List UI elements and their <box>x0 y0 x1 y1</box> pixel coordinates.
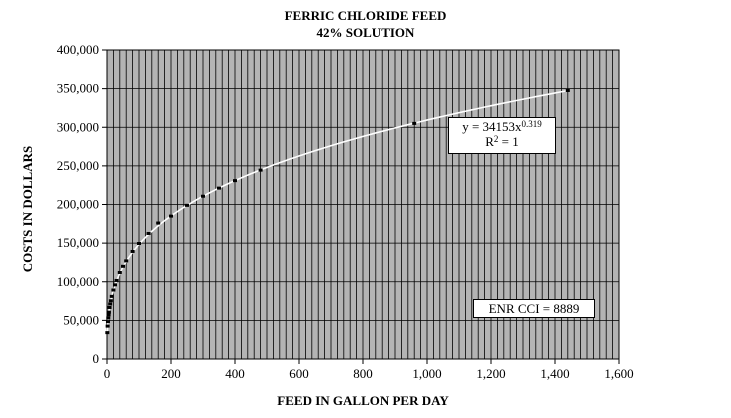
data-point <box>412 121 417 125</box>
data-point <box>108 299 113 303</box>
data-point <box>117 270 122 274</box>
y-tick-label: 100,000 <box>57 274 99 289</box>
y-tick-label: 350,000 <box>57 81 99 96</box>
data-point <box>106 316 111 320</box>
x-axis-label: FEED IN GALLON PER DAY <box>277 393 449 408</box>
data-point <box>108 302 113 306</box>
x-tick-label: 1,200 <box>476 366 505 381</box>
equation-text: y = 34153x <box>462 119 522 134</box>
y-tick-label: 200,000 <box>57 197 99 212</box>
data-point <box>565 88 570 92</box>
trendline-equation-box: y = 34153x0.319 R2 = 1 <box>448 117 556 154</box>
y-tick-label: 150,000 <box>57 235 99 250</box>
x-tick-label: 600 <box>289 366 309 381</box>
y-tick-label: 250,000 <box>57 158 99 173</box>
data-point <box>146 231 151 235</box>
r-squared-exponent: 2 <box>493 134 499 144</box>
data-point <box>111 288 116 292</box>
trendline-equation: y = 34153x0.319 <box>449 119 555 134</box>
data-point <box>105 331 110 335</box>
data-point <box>156 221 161 225</box>
data-point <box>114 278 119 282</box>
y-tick-label: 400,000 <box>57 42 99 57</box>
y-tick-label: 0 <box>93 351 100 366</box>
enr-cci-box: ENR CCI = 8889 <box>473 299 595 318</box>
x-tick-label: 1,400 <box>540 366 569 381</box>
r-squared: R2 = 1 <box>449 134 555 149</box>
data-point <box>113 283 117 287</box>
x-tick-label: 400 <box>225 366 245 381</box>
data-point <box>105 324 110 328</box>
data-point <box>137 242 141 246</box>
data-point <box>107 305 112 309</box>
x-tick-label: 1,600 <box>604 366 633 381</box>
x-tick-label: 1,000 <box>412 366 441 381</box>
data-point <box>124 259 129 263</box>
r-squared-symbol: R <box>485 134 494 149</box>
data-point <box>169 214 173 218</box>
y-tick-label: 300,000 <box>57 119 99 134</box>
x-tick-label: 0 <box>104 366 111 381</box>
data-point <box>106 310 111 314</box>
data-point <box>109 294 114 298</box>
y-tick-label: 50,000 <box>63 312 99 327</box>
data-point <box>130 249 135 253</box>
x-tick-label: 800 <box>353 366 373 381</box>
equation-exponent: 0.319 <box>521 119 542 129</box>
data-point <box>233 179 237 183</box>
data-point <box>106 313 111 317</box>
x-tick-label: 200 <box>161 366 181 381</box>
r-squared-value: = 1 <box>498 134 519 149</box>
chart-title: FERRIC CHLORIDE FEED <box>284 8 447 23</box>
chart-subtitle: 42% SOLUTION <box>316 25 415 40</box>
data-point <box>121 264 125 268</box>
data-point <box>105 320 110 324</box>
data-point <box>217 186 221 190</box>
data-point <box>185 203 189 207</box>
data-point <box>201 194 205 198</box>
data-point <box>258 168 263 172</box>
